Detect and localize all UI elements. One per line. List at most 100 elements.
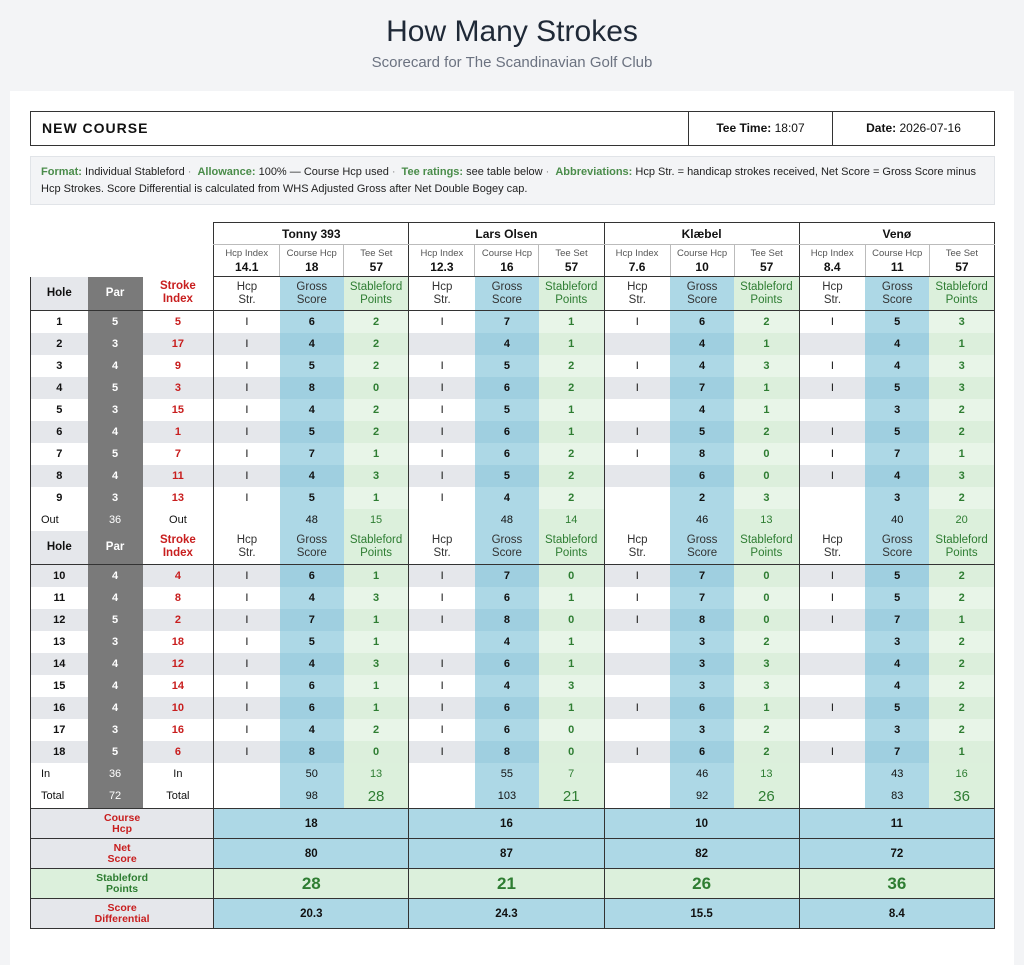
gross-score[interactable]: 7: [670, 564, 735, 587]
gross-score[interactable]: 3: [865, 718, 930, 741]
gross-score[interactable]: 5: [865, 586, 930, 609]
stableford-points-header: Stableford Points: [734, 530, 800, 565]
stableford-points: 1: [538, 332, 605, 355]
gross-score[interactable]: 6: [474, 586, 539, 609]
gross-score[interactable]: 7: [865, 608, 930, 631]
player-name: Venø: [798, 222, 996, 245]
course-hcp-summary-value: 16: [408, 808, 605, 839]
gross-score[interactable]: 6: [474, 420, 539, 443]
gross-score[interactable]: 4: [279, 652, 344, 675]
stableford-points: 2: [929, 674, 996, 697]
gross-score[interactable]: 3: [670, 674, 735, 697]
gross-score[interactable]: 6: [670, 696, 735, 719]
hcp-stroke-mark: [603, 398, 671, 421]
note-value: 100% — Course Hcp used: [258, 166, 389, 178]
stableford-points: 2: [929, 420, 996, 443]
player-name: Klæbel: [603, 222, 800, 245]
out-points: 13: [734, 508, 800, 531]
in-gross: 46: [670, 762, 735, 785]
stableford-points: 1: [343, 564, 410, 587]
gross-score[interactable]: 5: [474, 464, 539, 487]
out-par: 36: [87, 508, 143, 531]
gross-score[interactable]: 7: [865, 740, 930, 763]
gross-score[interactable]: 4: [279, 718, 344, 741]
gross-score[interactable]: 5: [279, 420, 344, 443]
gross-score[interactable]: 5: [865, 696, 930, 719]
gross-score[interactable]: 8: [279, 740, 344, 763]
gross-score[interactable]: 4: [670, 332, 735, 355]
gross-score[interactable]: 5: [474, 354, 539, 377]
gross-score[interactable]: 4: [279, 332, 344, 355]
gross-score[interactable]: 3: [865, 398, 930, 421]
hcp-stroke-mark: I: [213, 718, 280, 741]
gross-score-header: Gross Score: [670, 530, 735, 565]
gross-score[interactable]: 4: [865, 354, 930, 377]
gross-score[interactable]: 6: [670, 464, 735, 487]
gross-score[interactable]: 6: [474, 718, 539, 741]
hcp-str-header: Hcp Str.: [408, 530, 475, 565]
hole-row: 2 3 17 I 4 2 4 1 4 1 4 1: [29, 332, 996, 355]
gross-score[interactable]: 8: [474, 740, 539, 763]
gross-score[interactable]: 4: [279, 464, 344, 487]
gross-score[interactable]: 4: [865, 674, 930, 697]
gross-score[interactable]: 6: [279, 696, 344, 719]
gross-score[interactable]: 4: [474, 332, 539, 355]
gross-score[interactable]: 3: [670, 718, 735, 741]
gross-score[interactable]: 4: [865, 464, 930, 487]
gross-score[interactable]: 2: [670, 486, 735, 509]
gross-score[interactable]: 6: [474, 696, 539, 719]
gross-score[interactable]: 4: [670, 354, 735, 377]
gross-score[interactable]: 6: [279, 310, 344, 333]
gross-score[interactable]: 3: [865, 486, 930, 509]
stableford-points: 1: [929, 442, 996, 465]
gross-score[interactable]: 5: [279, 354, 344, 377]
gross-score[interactable]: 6: [474, 376, 539, 399]
gross-score[interactable]: 4: [474, 630, 539, 653]
gross-score[interactable]: 5: [865, 420, 930, 443]
gross-score[interactable]: 8: [279, 376, 344, 399]
stableford-points: 1: [538, 652, 605, 675]
hcp-stroke-mark: I: [603, 354, 671, 377]
hole-number: 3: [29, 354, 88, 377]
hcp-stroke-mark: I: [798, 564, 866, 587]
gross-score[interactable]: 7: [474, 310, 539, 333]
gross-score[interactable]: 4: [474, 486, 539, 509]
gross-score[interactable]: 5: [670, 420, 735, 443]
gross-score[interactable]: 4: [279, 586, 344, 609]
gross-score[interactable]: 4: [279, 398, 344, 421]
gross-score[interactable]: 3: [670, 652, 735, 675]
gross-score[interactable]: 3: [670, 630, 735, 653]
gross-score[interactable]: 6: [670, 740, 735, 763]
gross-score[interactable]: 6: [279, 564, 344, 587]
hcp-stroke-mark: I: [798, 354, 866, 377]
gross-score[interactable]: 5: [279, 486, 344, 509]
gross-score[interactable]: 4: [474, 674, 539, 697]
gross-score[interactable]: 4: [865, 332, 930, 355]
hole-number: 15: [29, 674, 88, 697]
gross-score[interactable]: 3: [865, 630, 930, 653]
gross-score[interactable]: 7: [670, 586, 735, 609]
gross-score[interactable]: 8: [670, 442, 735, 465]
gross-score[interactable]: 5: [865, 564, 930, 587]
gross-score[interactable]: 5: [865, 310, 930, 333]
gross-score[interactable]: 7: [865, 442, 930, 465]
gross-score[interactable]: 6: [474, 652, 539, 675]
gross-score[interactable]: 6: [474, 442, 539, 465]
gross-score[interactable]: 6: [279, 674, 344, 697]
gross-score[interactable]: 7: [670, 376, 735, 399]
gross-score[interactable]: 4: [865, 652, 930, 675]
gross-score[interactable]: 5: [865, 376, 930, 399]
gross-score[interactable]: 4: [670, 398, 735, 421]
gross-score[interactable]: 7: [279, 442, 344, 465]
gross-score[interactable]: 5: [474, 398, 539, 421]
gross-score[interactable]: 8: [474, 608, 539, 631]
stableford-points: 2: [538, 442, 605, 465]
hcp-label: Hcp: [627, 280, 648, 293]
gross-score[interactable]: 5: [279, 630, 344, 653]
hcp-stroke-mark: I: [213, 442, 280, 465]
gross-score[interactable]: 7: [279, 608, 344, 631]
gross-score[interactable]: 6: [670, 310, 735, 333]
gross-score[interactable]: 7: [474, 564, 539, 587]
gross-score[interactable]: 8: [670, 608, 735, 631]
